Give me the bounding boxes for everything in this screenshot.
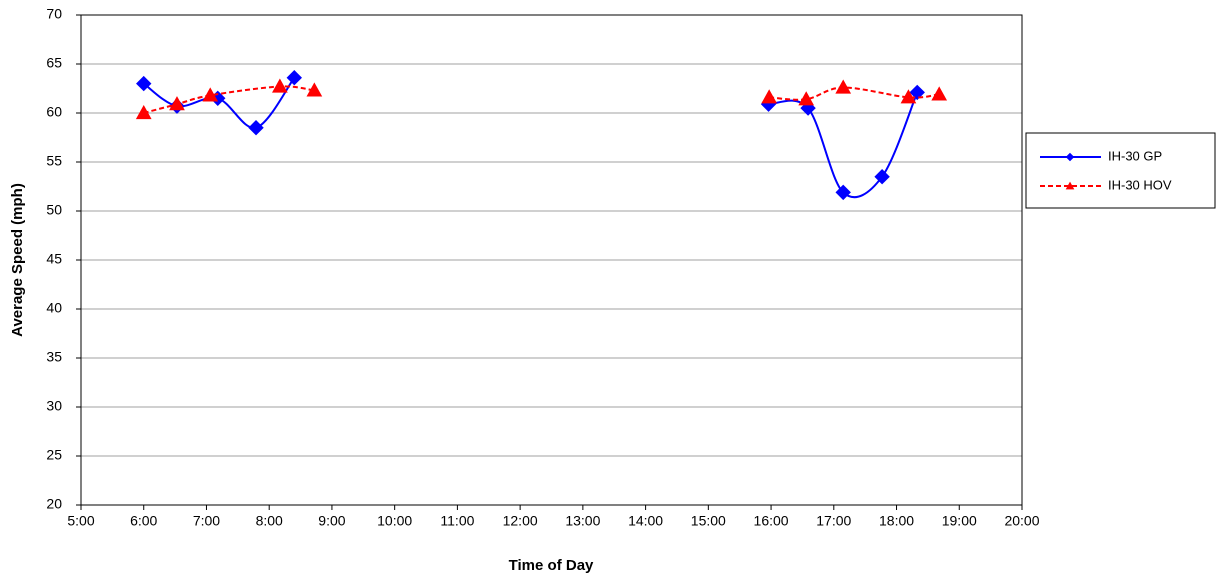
marker bbox=[835, 184, 851, 201]
marker bbox=[900, 89, 917, 104]
marker bbox=[306, 82, 323, 97]
y-tick-label: 45 bbox=[46, 251, 62, 267]
x-tick-label: 12:00 bbox=[503, 513, 538, 529]
x-tick-label: 5:00 bbox=[67, 513, 94, 529]
x-tick-label: 7:00 bbox=[193, 513, 220, 529]
legend-marker bbox=[1065, 152, 1075, 162]
y-axis-title: Average Speed (mph) bbox=[9, 183, 26, 337]
x-tick-label: 14:00 bbox=[628, 513, 663, 529]
marker bbox=[761, 89, 778, 104]
marker bbox=[798, 91, 815, 106]
legend-label: IH-30 HOV bbox=[1108, 177, 1172, 192]
x-tick-label: 15:00 bbox=[691, 513, 726, 529]
x-tick-label: 17:00 bbox=[816, 513, 851, 529]
x-tick-label: 9:00 bbox=[318, 513, 345, 529]
y-tick-label: 40 bbox=[46, 300, 62, 316]
y-tick-label: 35 bbox=[46, 349, 62, 365]
x-tick-label: 20:00 bbox=[1004, 513, 1039, 529]
x-tick-label: 13:00 bbox=[565, 513, 600, 529]
x-tick-label: 11:00 bbox=[440, 513, 474, 529]
y-tick-label: 20 bbox=[46, 496, 62, 512]
x-axis-title: Time of Day bbox=[509, 557, 594, 574]
marker bbox=[169, 96, 185, 111]
x-tick-label: 10:00 bbox=[377, 513, 412, 529]
y-tick-label: 70 bbox=[46, 6, 62, 22]
x-tick-label: 19:00 bbox=[942, 513, 977, 529]
marker bbox=[931, 86, 948, 101]
marker bbox=[272, 78, 288, 93]
y-tick-label: 55 bbox=[46, 153, 62, 169]
marker bbox=[286, 70, 303, 86]
y-tick-label: 25 bbox=[46, 447, 62, 463]
marker bbox=[835, 79, 852, 94]
marker bbox=[136, 75, 152, 92]
x-tick-label: 6:00 bbox=[130, 513, 157, 529]
legend-box bbox=[1025, 132, 1216, 209]
y-tick-label: 60 bbox=[46, 104, 62, 120]
y-tick-label: 50 bbox=[46, 202, 62, 218]
x-tick-label: 18:00 bbox=[879, 513, 914, 529]
y-tick-label: 30 bbox=[46, 398, 62, 414]
legend-marker bbox=[1065, 181, 1075, 190]
marker bbox=[135, 104, 152, 120]
y-tick-label: 65 bbox=[46, 55, 62, 71]
marker bbox=[909, 84, 925, 101]
x-tick-label: 8:00 bbox=[256, 513, 283, 529]
legend-label: IH-30 GP bbox=[1108, 148, 1162, 163]
x-tick-label: 16:00 bbox=[754, 513, 789, 529]
marker bbox=[202, 87, 219, 102]
marker bbox=[874, 168, 890, 185]
marker bbox=[248, 119, 264, 136]
